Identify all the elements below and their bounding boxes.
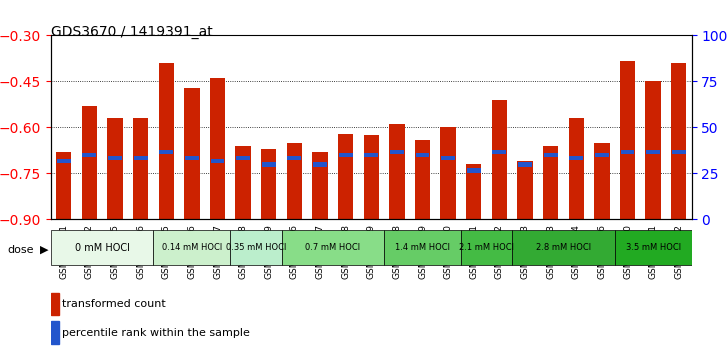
FancyBboxPatch shape: [461, 230, 513, 266]
Bar: [364, 153, 379, 157]
Bar: [440, 127, 456, 219]
Text: 0 mM HOCl: 0 mM HOCl: [75, 243, 130, 253]
FancyBboxPatch shape: [513, 230, 614, 266]
Bar: [518, 161, 533, 219]
FancyBboxPatch shape: [384, 230, 461, 266]
Bar: [82, 153, 96, 157]
Bar: [312, 152, 328, 219]
Bar: [82, 106, 97, 219]
Bar: [235, 146, 251, 219]
Bar: [185, 156, 199, 160]
Text: 0.14 mM HOCl: 0.14 mM HOCl: [162, 243, 222, 252]
Bar: [184, 87, 199, 219]
Bar: [262, 162, 276, 166]
Bar: [415, 140, 430, 219]
Bar: [159, 150, 173, 154]
Bar: [288, 156, 301, 160]
Bar: [236, 156, 250, 160]
Text: 2.1 mM HOCl: 2.1 mM HOCl: [459, 243, 514, 252]
Text: 3.5 mM HOCl: 3.5 mM HOCl: [625, 243, 681, 252]
Bar: [56, 152, 71, 219]
Text: GDS3670 / 1419391_at: GDS3670 / 1419391_at: [51, 25, 213, 39]
FancyBboxPatch shape: [614, 230, 692, 266]
Bar: [261, 149, 277, 219]
Bar: [594, 143, 609, 219]
Bar: [338, 133, 353, 219]
Bar: [544, 153, 558, 157]
Bar: [672, 150, 686, 154]
Bar: [210, 78, 225, 219]
Bar: [390, 150, 404, 154]
Bar: [569, 118, 584, 219]
Bar: [646, 150, 660, 154]
Bar: [543, 146, 558, 219]
Bar: [416, 153, 430, 157]
Bar: [671, 63, 687, 219]
Bar: [57, 159, 71, 164]
Bar: [466, 164, 481, 219]
FancyBboxPatch shape: [282, 230, 384, 266]
Bar: [620, 150, 635, 154]
Bar: [159, 63, 174, 219]
Bar: [646, 81, 661, 219]
Bar: [108, 156, 122, 160]
Bar: [441, 156, 455, 160]
Text: 0.35 mM HOCl: 0.35 mM HOCl: [226, 243, 286, 252]
Text: ▶: ▶: [40, 245, 49, 255]
Bar: [595, 153, 609, 157]
FancyBboxPatch shape: [51, 230, 154, 266]
Bar: [620, 62, 636, 219]
Text: percentile rank within the sample: percentile rank within the sample: [63, 328, 250, 338]
Text: 1.4 mM HOCl: 1.4 mM HOCl: [395, 243, 450, 252]
Text: 0.7 mM HOCl: 0.7 mM HOCl: [305, 243, 360, 252]
Bar: [133, 118, 149, 219]
Bar: [363, 135, 379, 219]
Bar: [210, 159, 224, 164]
Bar: [51, 321, 59, 344]
FancyBboxPatch shape: [230, 230, 282, 266]
FancyBboxPatch shape: [154, 230, 230, 266]
Bar: [339, 153, 352, 157]
Bar: [134, 156, 148, 160]
Bar: [569, 156, 583, 160]
Bar: [518, 162, 532, 166]
Text: 2.8 mM HOCl: 2.8 mM HOCl: [536, 243, 591, 252]
Bar: [51, 293, 59, 315]
Bar: [313, 162, 327, 166]
Text: transformed count: transformed count: [63, 299, 166, 309]
Text: dose: dose: [7, 245, 33, 255]
Bar: [107, 118, 123, 219]
Bar: [389, 124, 405, 219]
Bar: [467, 168, 480, 173]
Bar: [491, 100, 507, 219]
Bar: [492, 150, 507, 154]
Bar: [287, 143, 302, 219]
